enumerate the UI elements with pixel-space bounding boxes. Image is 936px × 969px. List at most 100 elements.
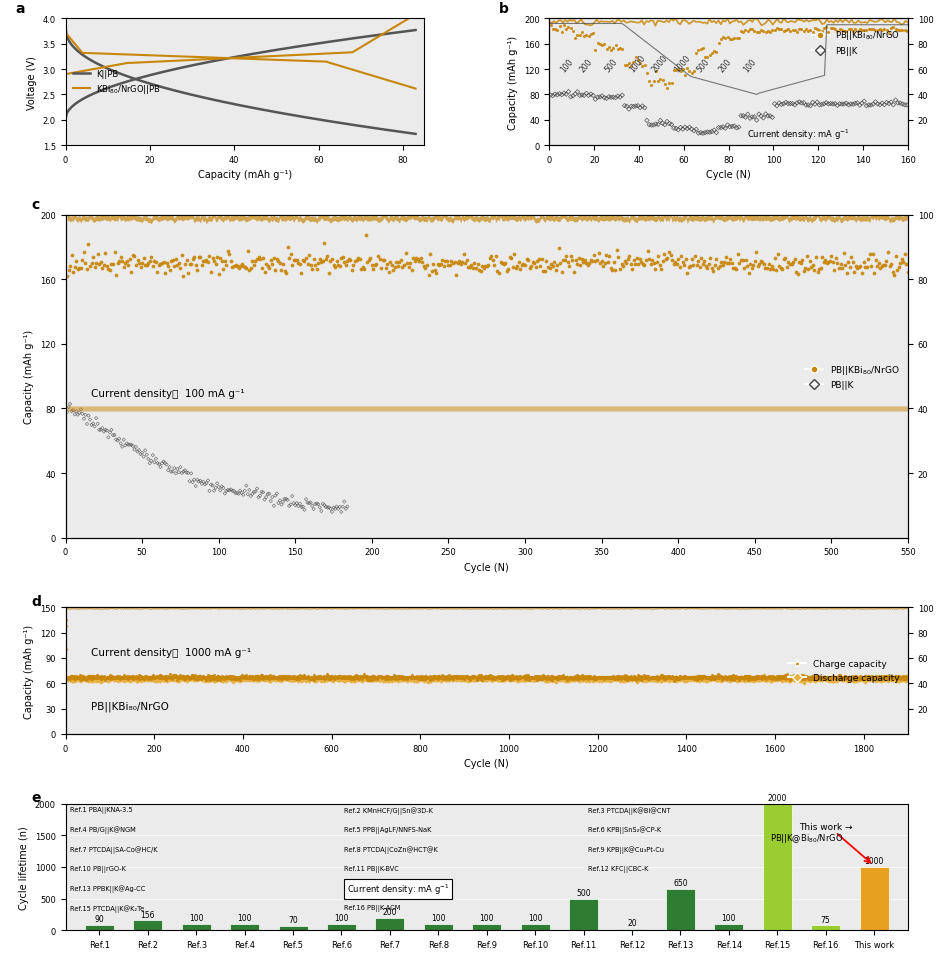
Point [352,253,367,268]
Point [394,672,409,687]
Point [708,670,723,685]
Point [729,31,744,47]
Point [92,670,107,685]
Point [700,50,715,66]
Point [626,672,641,687]
Text: 200: 200 [578,57,594,75]
Point [648,670,663,685]
Point [680,266,695,282]
Point [465,672,480,687]
Point [660,80,675,96]
Point [522,671,537,686]
Point [178,672,193,688]
Point [655,254,670,269]
Point [781,255,796,270]
Point [519,668,534,683]
Point [734,672,749,687]
Point [272,493,287,509]
Point [412,672,427,688]
Point [226,674,241,690]
Point [884,21,899,37]
Point [693,672,708,688]
Point [692,670,707,685]
Point [645,671,660,686]
Point [715,670,730,685]
Point [782,671,797,686]
Point [439,669,454,684]
Point [818,670,833,685]
Point [626,100,641,115]
Point [306,502,321,517]
Point [736,109,751,124]
Point [779,23,794,39]
Point [256,672,271,687]
Point [726,670,741,685]
Point [890,669,905,684]
Point [511,672,526,688]
Point [61,670,76,685]
Point [713,670,728,685]
Point [495,672,510,688]
Point [448,669,463,684]
Point [505,670,519,685]
Point [493,672,508,687]
Point [551,672,566,688]
Point [614,672,629,688]
Point [628,50,643,66]
Point [798,98,813,113]
Point [257,492,272,508]
Point [859,672,874,687]
Point [412,671,427,686]
Y-axis label: Capacity (mAh g⁻¹): Capacity (mAh g⁻¹) [24,329,35,423]
K||PB [267,46,278,57]
Point [627,670,642,685]
Point [198,672,213,688]
Point [689,670,704,685]
Point [650,672,665,687]
Point [570,671,585,686]
Point [889,673,904,689]
Point [849,670,864,685]
Point [196,670,211,685]
Point [313,670,328,685]
Point [420,671,435,686]
Point [622,671,636,686]
Point [239,261,254,276]
Point [493,255,508,270]
Point [507,670,522,685]
Point [749,671,764,686]
Point [898,669,913,684]
Point [361,254,376,269]
Point [501,262,516,277]
Point [796,672,811,688]
Point [128,258,143,273]
Point [442,671,457,686]
Point [703,672,718,687]
Point [601,671,616,686]
Point [654,673,669,689]
Point [771,672,786,687]
Bar [375,918,404,930]
Point [246,671,261,686]
Point [304,670,319,685]
Point [533,259,548,274]
Point [212,672,227,687]
Point [145,671,160,686]
Point [335,670,350,685]
Point [653,669,668,684]
Point [387,670,402,685]
Point [839,96,854,111]
Point [412,672,427,687]
Point [567,671,582,686]
Point [120,672,135,687]
Point [322,672,337,687]
Point [141,671,156,686]
Point [695,672,710,688]
Point [235,672,250,688]
Point [98,671,113,686]
Point [310,672,325,687]
Point [349,671,364,686]
Point [460,253,475,268]
Point [741,670,756,685]
Point [241,669,256,684]
